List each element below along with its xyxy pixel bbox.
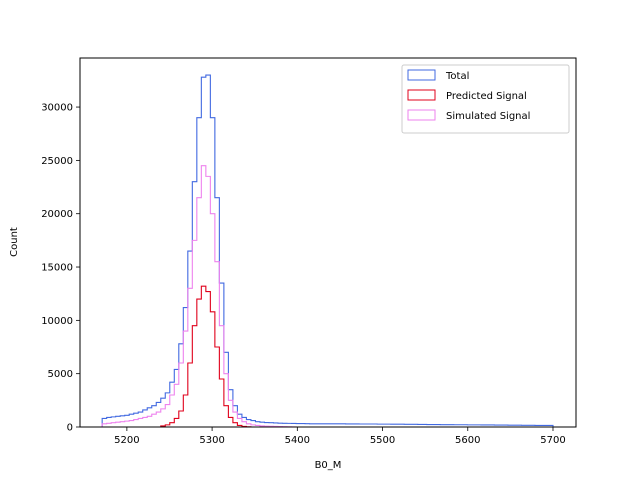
y-tick-label: 15000 — [41, 263, 73, 274]
y-tick-label: 0 — [67, 423, 73, 434]
y-tick-label: 20000 — [41, 209, 73, 220]
y-tick-label: 30000 — [41, 103, 73, 114]
y-axis: 0 5000 10000 15000 20000 25000 30000 — [41, 103, 80, 434]
legend: Total Predicted Signal Simulated Signal — [401, 64, 570, 134]
x-tick-label: 5600 — [455, 435, 480, 446]
x-axis-label: B0_M — [315, 460, 342, 471]
legend-label: Total — [445, 71, 469, 82]
legend-swatch — [407, 109, 436, 121]
legend-frame — [401, 64, 570, 134]
series-total-step — [101, 74, 554, 427]
plot-frame — [79, 57, 577, 428]
x-axis: 5200 5300 5400 5500 5600 5700 — [114, 427, 566, 446]
x-tick-label: 5400 — [285, 435, 310, 446]
x-tick-label: 5700 — [540, 435, 565, 446]
x-tick-label: 5200 — [114, 435, 139, 446]
x-tick-label: 5500 — [370, 435, 395, 446]
y-tick-label: 5000 — [48, 369, 73, 380]
y-tick-label: 10000 — [41, 316, 73, 327]
legend-swatch — [407, 69, 436, 81]
legend-swatch — [407, 89, 436, 101]
y-axis-label: Count — [9, 227, 20, 257]
legend-label: Simulated Signal — [446, 111, 530, 122]
x-tick-label: 5300 — [199, 435, 224, 446]
y-tick-label: 25000 — [41, 156, 73, 167]
legend-label: Predicted Signal — [446, 91, 527, 102]
